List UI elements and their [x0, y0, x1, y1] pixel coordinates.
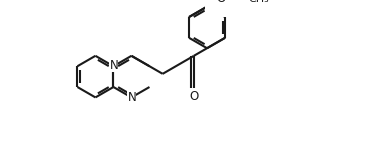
Text: O: O — [216, 0, 226, 5]
Text: O: O — [189, 90, 198, 103]
Text: N: N — [109, 59, 118, 72]
Text: CH₃: CH₃ — [248, 0, 269, 4]
Text: N: N — [128, 91, 136, 104]
